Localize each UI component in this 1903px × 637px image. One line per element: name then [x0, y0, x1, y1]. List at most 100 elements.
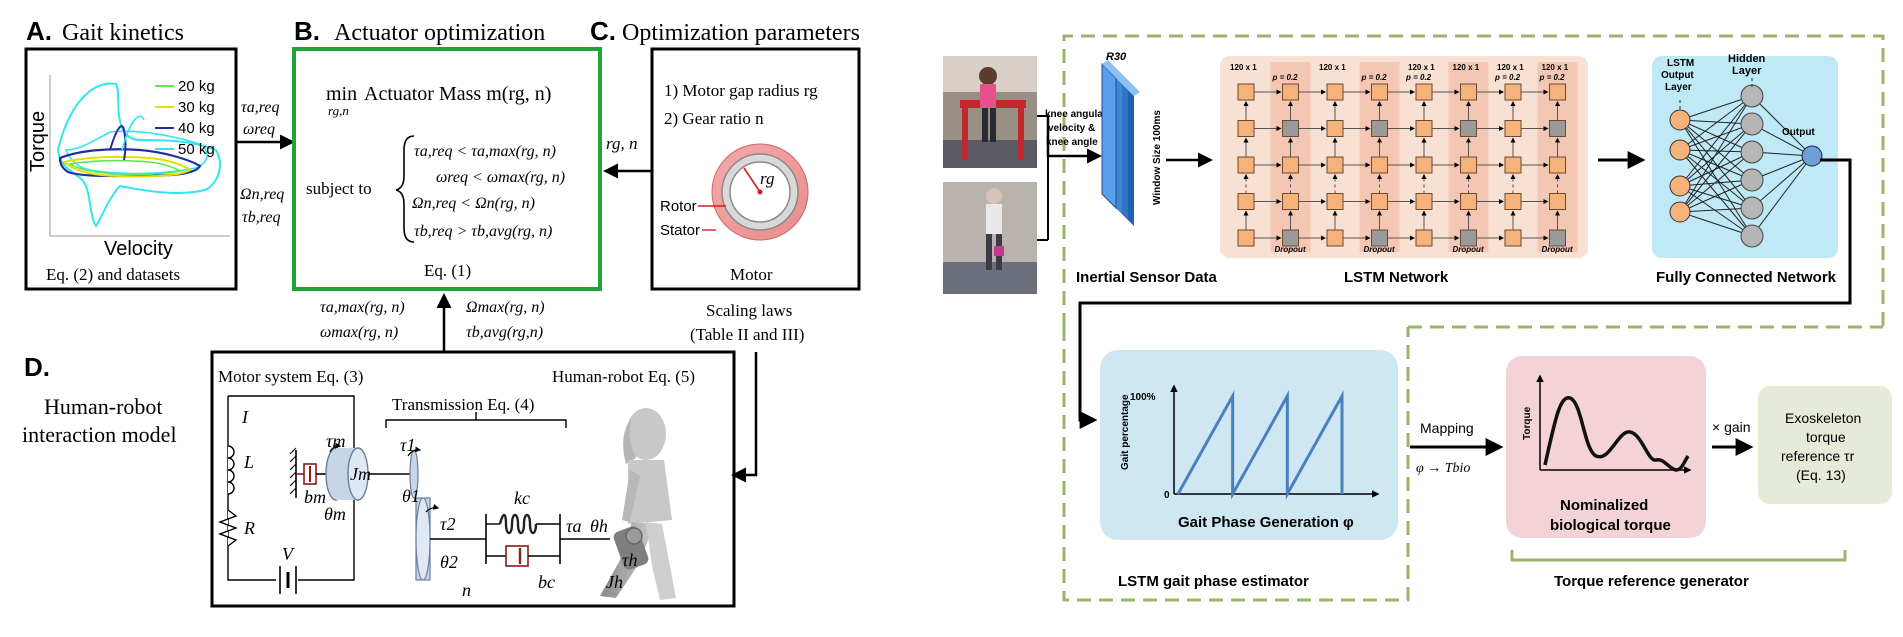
panel-c-frame: [650, 47, 861, 291]
cube-top: [1102, 60, 1140, 96]
curve-30kg: [61, 155, 192, 178]
fc-edge: [1679, 151, 1753, 213]
fc-edge: [1679, 207, 1753, 213]
param-1: 1) Motor gap radius rg: [664, 81, 818, 100]
fc-edge: [1679, 185, 1753, 209]
sym-V: V: [282, 544, 295, 564]
lstm-cell: [1282, 156, 1299, 174]
flow-tau-a-max: τa,max(rg, n): [320, 299, 405, 316]
cube-front: [1101, 62, 1117, 210]
fc-edge: [1679, 149, 1753, 209]
panel-a-letter: A.: [26, 16, 52, 46]
lstm-cell: [1549, 156, 1566, 174]
sym-tau-h: τh: [622, 550, 637, 570]
plot-a-ylabel: Torque: [27, 111, 49, 172]
fc-edge: [1679, 179, 1753, 213]
lstm-cell: [1504, 156, 1522, 174]
sym-k-c: kc: [514, 488, 530, 508]
fc-hidden-node: [1740, 224, 1764, 248]
human-figure: [600, 408, 676, 600]
right-figure: knee angular velocity & knee angle R30 W…: [943, 34, 1892, 602]
flow-rg-n: rg, n: [606, 134, 638, 153]
motor-circuit: [218, 395, 355, 594]
torque-title-1: Nominalized: [1560, 497, 1648, 514]
lstm-title: LSTM Network: [1344, 269, 1449, 286]
constraint-brace: [395, 135, 415, 243]
window-label: Window Size 100ms: [1152, 110, 1163, 205]
fc-edge: [1679, 179, 1753, 187]
gait-box: [1100, 350, 1398, 540]
flow-tau-b-avg: τb,avg(rg,n): [466, 324, 543, 341]
lstm-cell: [1282, 193, 1299, 210]
objective-text: Actuator Mass m(rg, n): [364, 83, 551, 105]
lstm-dropout-cell: [1460, 120, 1477, 137]
walking-child-head: [986, 188, 1002, 204]
series-elastic: [485, 513, 610, 567]
sym-L: L: [243, 452, 254, 472]
lstm-dropout-label: Dropout: [1542, 245, 1573, 254]
arrow-scaling-to-d: [731, 352, 758, 483]
walking-child-sensor: [994, 246, 1004, 256]
exo-text-3: reference τr: [1781, 448, 1855, 464]
panel-d: D. Human-robot interaction model Motor s…: [22, 350, 736, 608]
lstm-dropout-label: Dropout: [1453, 245, 1484, 254]
panel-b-eq: Eq. (1): [424, 261, 471, 280]
scaling-laws: Scaling laws: [706, 301, 792, 320]
sym-n: n: [462, 580, 471, 600]
torque-title-2: biological torque: [1550, 517, 1671, 534]
sym-J-m: Jm: [350, 464, 371, 484]
walker-child-head: [979, 67, 997, 85]
fc-edge: [1751, 155, 1813, 237]
constraint-4: τb,req > τb,avg(rg, n): [414, 223, 552, 240]
lstm-dim-label: 120 x 1: [1542, 63, 1569, 72]
legend-20kg-label: 20 kg: [178, 78, 215, 95]
inertial-label: Inertial Sensor Data: [1076, 269, 1218, 286]
exo-text-2: torque: [1806, 429, 1846, 445]
lstm-dim-label: 120 x 1: [1230, 63, 1257, 72]
panel-b-heading: Actuator optimization: [334, 20, 545, 46]
curve-40kg-peak: [109, 125, 127, 161]
lstm-dropout-cell: [1549, 229, 1566, 247]
curve-50kg-inner: [64, 130, 208, 175]
sym-tau-m: τm: [326, 431, 345, 451]
fc-input-node: [1669, 109, 1691, 131]
lstm-dropout-cell: [1282, 229, 1299, 247]
fc-edge: [1679, 123, 1753, 213]
fc-hidden-node: [1740, 196, 1764, 220]
lstm-cell: [1415, 229, 1433, 247]
lstm-cell: [1460, 193, 1477, 210]
lstm-cell: [1237, 120, 1255, 137]
lstm-cell: [1460, 83, 1477, 101]
fc-edge: [1679, 119, 1753, 125]
sym-tau-1: τ1: [400, 435, 415, 455]
fc-edge: [1679, 95, 1753, 213]
fc-layer-label-3: Layer: [1665, 82, 1692, 93]
transmission-label: Transmission Eq. (4): [392, 395, 534, 414]
constraint-3: Ωn,req < Ωn(rg, n): [412, 195, 535, 212]
motor-inertia: [289, 442, 412, 501]
arm: [622, 470, 640, 522]
flow-d-to-b: τa,max(rg, n) ωmax(rg, n) Ωmax(rg, n) τb…: [320, 293, 758, 483]
walker-child-body: [980, 84, 996, 108]
input-cube: [1101, 60, 1140, 226]
gait-100-label: 100%: [1130, 392, 1156, 403]
fc-input-node: [1669, 139, 1691, 161]
panel-d-heading-1: Human-robot: [44, 394, 163, 419]
sym-theta-m: θm: [324, 504, 346, 524]
lstm-p-label: p = 0.2: [1494, 73, 1521, 82]
knee-joint: [625, 527, 643, 545]
walker-child-leg-right: [990, 108, 996, 142]
gait-kinetics-plot: [49, 75, 230, 237]
fc-edge: [1679, 119, 1753, 153]
lstm-p-label: p = 0.2: [1405, 73, 1432, 82]
lstm-dim-label: 120 x 1: [1497, 63, 1524, 72]
estimator-dashed-top: [1062, 34, 1885, 327]
transmission-brace: [385, 412, 567, 428]
fc-hidden-node: [1740, 84, 1764, 108]
panel-c-heading: Optimization parameters: [622, 20, 860, 46]
input-label-3: knee angle: [1046, 137, 1098, 148]
flow-c-to-b: rg, n: [603, 134, 651, 179]
scaling-tables: (Table II and III): [690, 325, 804, 344]
fc-edge: [1679, 123, 1753, 151]
panel-d-heading-2: interaction model: [22, 422, 177, 447]
